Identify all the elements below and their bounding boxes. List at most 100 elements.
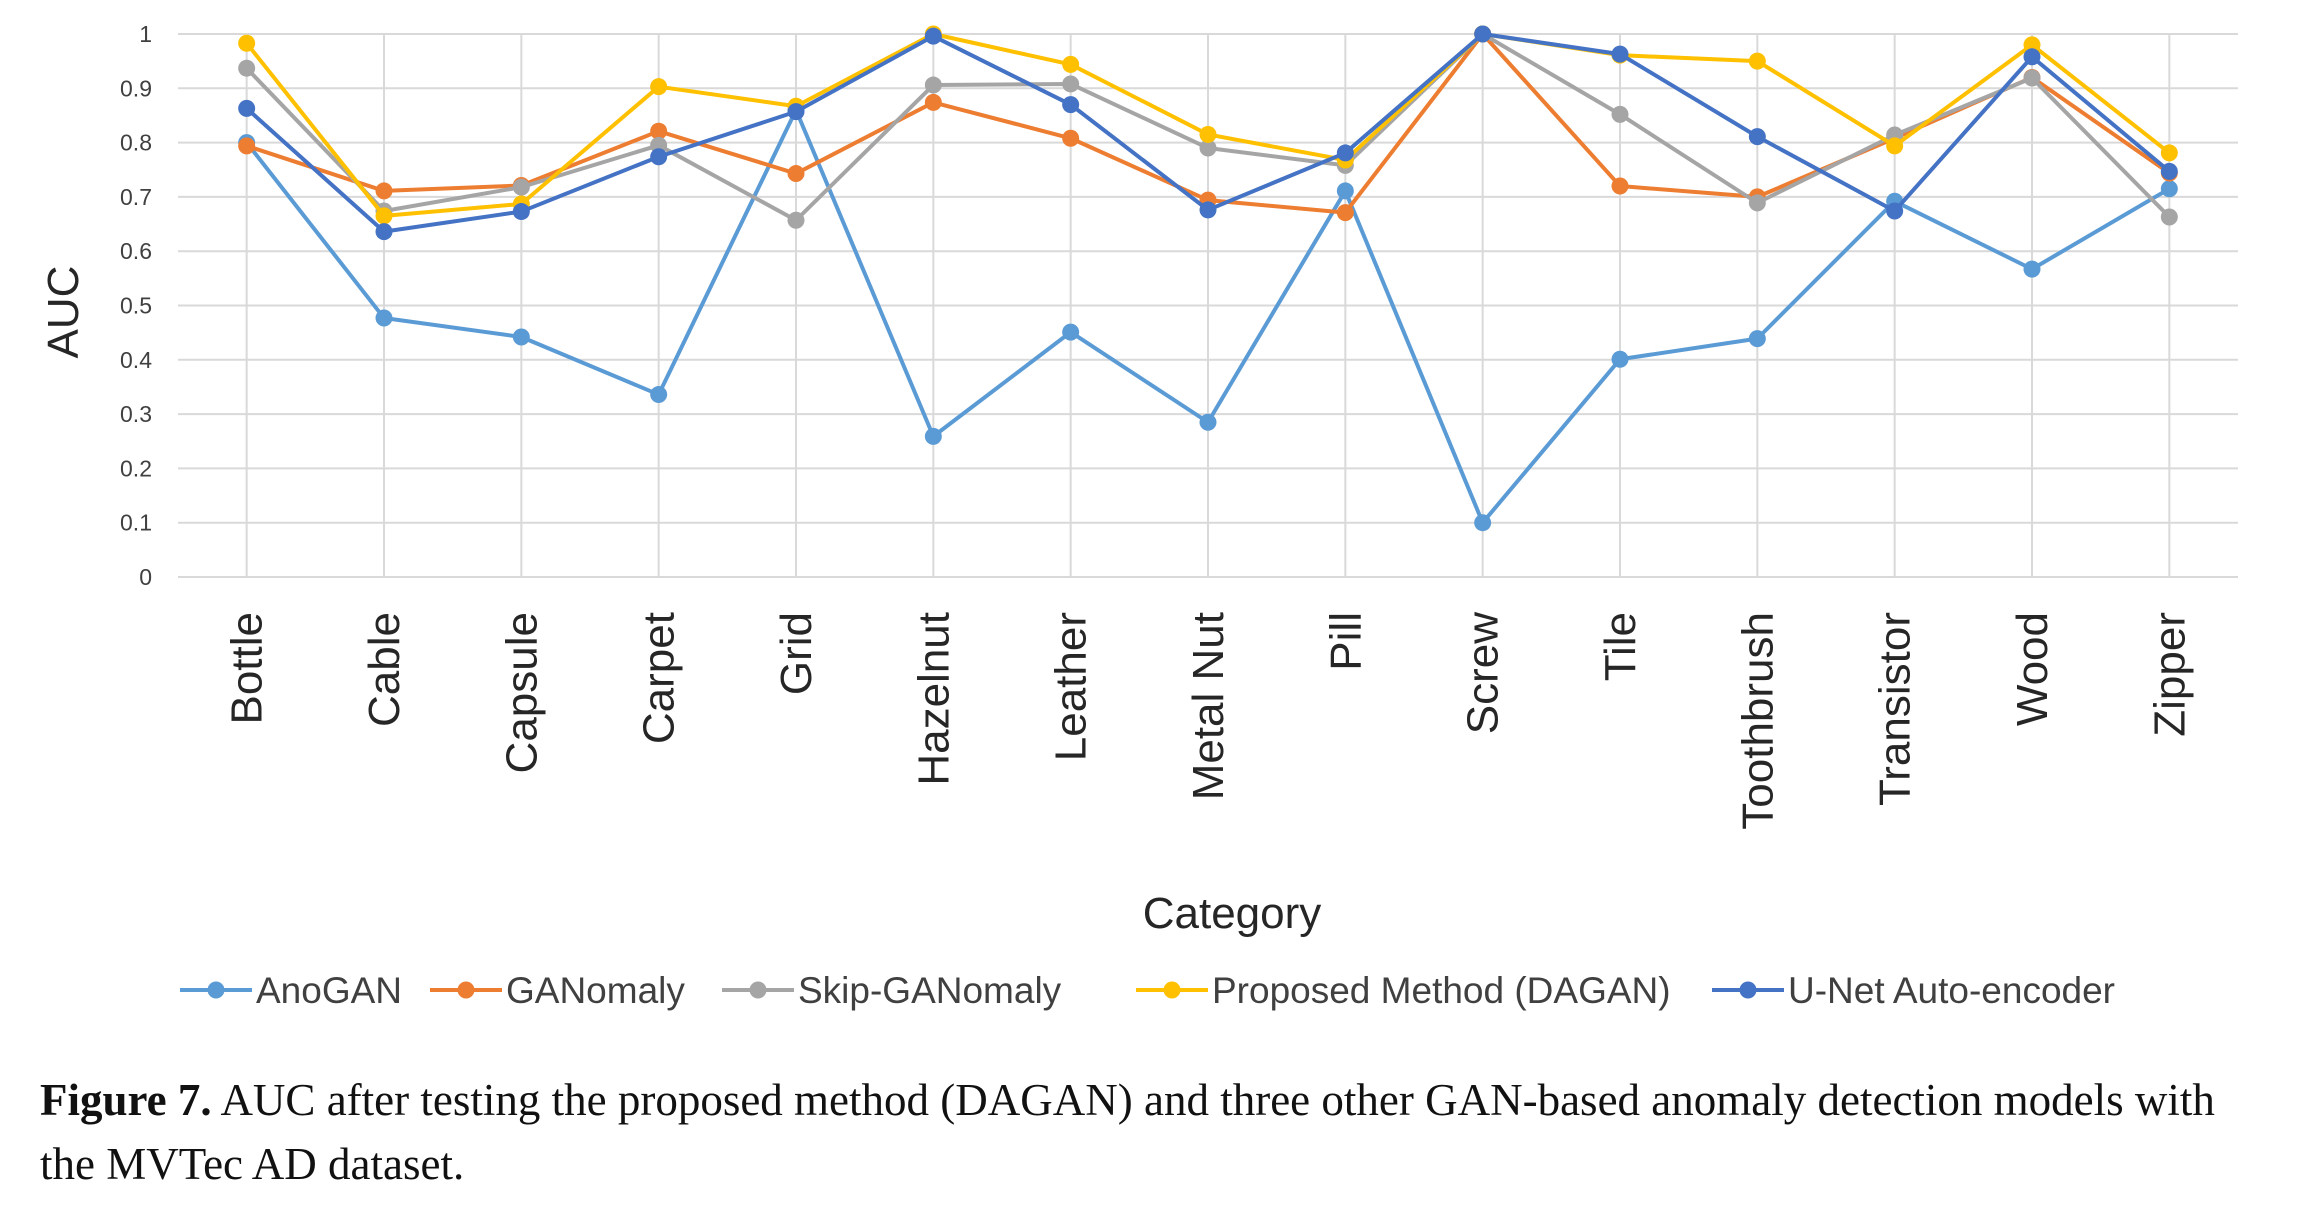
data-point bbox=[1336, 182, 1354, 200]
data-point bbox=[924, 27, 942, 45]
data-point bbox=[238, 99, 256, 117]
legend-marker bbox=[1739, 981, 1757, 999]
caption-text: AUC after testing the proposed method (D… bbox=[40, 1075, 2215, 1189]
x-category-label: Cable bbox=[360, 612, 409, 727]
data-point bbox=[787, 103, 805, 121]
y-tick-label: 0.7 bbox=[120, 184, 152, 210]
legend-entry: GANomaly bbox=[430, 970, 685, 1011]
data-point bbox=[1748, 194, 1766, 212]
legend-label: U-Net Auto-encoder bbox=[1788, 970, 2115, 1011]
series-0 bbox=[238, 101, 2178, 532]
figure-caption: Figure 7. AUC after testing the proposed… bbox=[40, 1068, 2280, 1196]
data-point bbox=[1611, 45, 1629, 63]
y-tick-label: 0.8 bbox=[120, 130, 152, 156]
data-point bbox=[1748, 330, 1766, 348]
y-axis-title: AUC bbox=[39, 266, 88, 359]
x-axis-title: Category bbox=[1143, 889, 1322, 938]
data-point bbox=[1336, 204, 1354, 222]
y-tick-label: 0.4 bbox=[120, 347, 152, 373]
data-point bbox=[375, 309, 393, 327]
x-category-label: Hazelnut bbox=[909, 612, 958, 786]
data-point bbox=[1611, 177, 1629, 195]
data-point bbox=[238, 59, 256, 77]
x-category-label: Wood bbox=[2008, 612, 2057, 726]
y-tick-label: 1 bbox=[139, 21, 152, 47]
data-point bbox=[650, 78, 668, 96]
data-point bbox=[2023, 48, 2041, 66]
data-point bbox=[1062, 129, 1080, 147]
gridlines bbox=[178, 33, 2238, 578]
x-category-label: Zipper bbox=[2145, 612, 2194, 737]
data-point bbox=[238, 34, 256, 52]
legend-entry: AnoGAN bbox=[180, 970, 402, 1011]
legend-label: Skip-GANomaly bbox=[798, 970, 1062, 1011]
y-tick-label: 0.1 bbox=[120, 510, 152, 536]
data-point bbox=[1886, 202, 1904, 220]
y-tick-label: 0 bbox=[139, 564, 152, 590]
data-point bbox=[1199, 139, 1217, 157]
legend-label: Proposed Method (DAGAN) bbox=[1212, 970, 1671, 1011]
y-tick-label: 0.3 bbox=[120, 401, 152, 427]
legend-marker bbox=[457, 981, 475, 999]
data-point bbox=[2160, 208, 2178, 226]
data-point bbox=[787, 165, 805, 183]
data-point bbox=[650, 148, 668, 166]
data-point bbox=[787, 211, 805, 229]
legend-entry: Proposed Method (DAGAN) bbox=[1136, 970, 1671, 1011]
x-category-label: Bottle bbox=[223, 612, 272, 725]
legend-marker bbox=[749, 981, 767, 999]
legend-marker bbox=[207, 981, 225, 999]
legend-marker bbox=[1163, 981, 1181, 999]
data-point bbox=[1199, 125, 1217, 143]
y-tick-label: 0.5 bbox=[120, 293, 152, 319]
data-point bbox=[924, 93, 942, 111]
data-point bbox=[1199, 413, 1217, 431]
data-point bbox=[2160, 180, 2178, 198]
data-point bbox=[1611, 105, 1629, 123]
y-tick-label: 0.9 bbox=[120, 75, 152, 101]
y-tick-label: 0.2 bbox=[120, 455, 152, 481]
data-point bbox=[512, 203, 530, 221]
data-point bbox=[1886, 137, 1904, 155]
line-chart: 0 0.1 0.2 0.3 0.4 0.5 0.6 0.7 0.8 0.9 1 Bottle Cabl… bbox=[39, 21, 2238, 1011]
legend: AnoGAN GANomaly Skip-GANomaly Proposed Meth… bbox=[180, 970, 2115, 1011]
series-4 bbox=[238, 25, 2178, 241]
caption-label: Figure 7. bbox=[40, 1075, 212, 1125]
x-category-label: Carpet bbox=[635, 612, 684, 744]
legend-label: AnoGAN bbox=[256, 970, 402, 1011]
x-category-label: Pill bbox=[1321, 612, 1370, 671]
x-category-label: Capsule bbox=[497, 612, 546, 773]
x-category-label: Grid bbox=[772, 612, 821, 695]
data-point bbox=[512, 178, 530, 196]
x-category-label: Toothbrush bbox=[1733, 612, 1782, 830]
data-point bbox=[1199, 201, 1217, 219]
y-tick-label: 0.6 bbox=[120, 238, 152, 264]
data-point bbox=[1336, 144, 1354, 162]
x-category-label: Transistor bbox=[1871, 612, 1920, 806]
data-point bbox=[1748, 128, 1766, 146]
data-point bbox=[1062, 55, 1080, 73]
data-point bbox=[2023, 36, 2041, 54]
data-point bbox=[375, 223, 393, 241]
data-point bbox=[2160, 162, 2178, 180]
data-point bbox=[1474, 25, 1492, 43]
data-point bbox=[924, 427, 942, 445]
x-category-label: Tile bbox=[1596, 612, 1645, 681]
data-point bbox=[650, 386, 668, 404]
data-point bbox=[650, 122, 668, 140]
x-axis-categories: Bottle Cable Capsule Carpet Grid Hazelnut Leat… bbox=[223, 612, 2195, 830]
data-point bbox=[2160, 144, 2178, 162]
data-point bbox=[1062, 96, 1080, 114]
data-point bbox=[1062, 75, 1080, 93]
series-lines bbox=[238, 25, 2178, 532]
data-point bbox=[375, 207, 393, 225]
data-point bbox=[924, 76, 942, 94]
data-point bbox=[375, 182, 393, 200]
legend-label: GANomaly bbox=[506, 970, 685, 1011]
data-point bbox=[1611, 350, 1629, 368]
y-axis-ticks: 0 0.1 0.2 0.3 0.4 0.5 0.6 0.7 0.8 0.9 1 bbox=[120, 21, 152, 590]
data-point bbox=[1062, 323, 1080, 341]
legend-entry: U-Net Auto-encoder bbox=[1712, 970, 2115, 1011]
legend-entry: Skip-GANomaly bbox=[722, 970, 1062, 1011]
data-point bbox=[2023, 260, 2041, 278]
